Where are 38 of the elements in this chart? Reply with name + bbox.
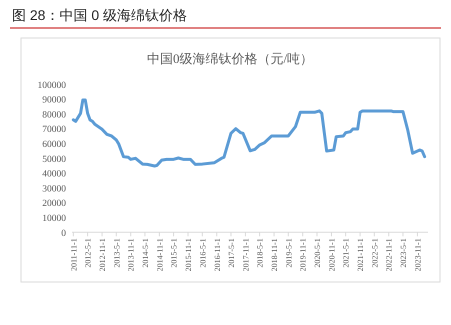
chart-subtitle: 中国0级海绵钛价格（元/吨） (146, 51, 314, 66)
chart-title: 图 28：中国 0 级海绵钛价格 (12, 7, 188, 23)
x-tick-label: 2022-11-1 (384, 238, 394, 272)
x-tick-label: 2023-11-1 (413, 238, 422, 272)
x-tick-label: 2015-5-1 (170, 238, 179, 268)
x-tick-label: 2016-11-1 (212, 238, 222, 272)
x-tick-label: 2013-11-1 (126, 238, 136, 272)
x-tick-label: 2012-11-1 (98, 238, 108, 272)
x-tick-label: 2021-11-1 (356, 238, 366, 272)
x-tick-label: 2014-5-1 (140, 238, 150, 268)
x-tick-label: 2018-11-1 (270, 238, 280, 272)
y-tick-label: 40000 (42, 170, 66, 180)
x-tick-label: 2017-11-1 (241, 238, 250, 272)
y-tick-label: 100000 (38, 80, 66, 91)
x-tick-label: 2017-5-1 (226, 238, 236, 268)
x-tick-label: 2019-11-1 (298, 238, 308, 272)
x-tick-label: 2012-5-1 (84, 238, 93, 268)
y-tick-label: 10000 (42, 214, 66, 224)
y-tick-label: 50000 (42, 154, 66, 165)
x-tick-label: 2015-11-1 (184, 238, 194, 272)
x-tick-label: 2023-5-1 (398, 238, 408, 268)
x-tick-label: 2016-5-1 (198, 238, 208, 268)
x-tick-label: 2019-5-1 (284, 238, 294, 268)
x-tick-label: 2021-5-1 (342, 238, 351, 268)
y-tick-label: 30000 (42, 184, 66, 194)
x-tick-label: 2022-5-1 (370, 238, 380, 268)
y-tick-label: 60000 (42, 140, 66, 150)
x-tick-label: 2013-5-1 (112, 238, 122, 268)
x-tick-label: 2020-5-1 (313, 238, 322, 268)
y-tick-label: 90000 (42, 96, 66, 106)
y-tick-label: 80000 (42, 110, 66, 120)
x-tick-label: 2018-5-1 (256, 238, 265, 268)
y-tick-label: 20000 (42, 199, 66, 210)
y-tick-label: 70000 (42, 125, 66, 136)
x-tick-label: 2011-11-1 (69, 238, 78, 272)
y-tick-label: 0 (61, 228, 66, 239)
x-tick-label: 2014-11-1 (155, 238, 164, 272)
x-tick-label: 2020-11-1 (327, 238, 336, 272)
